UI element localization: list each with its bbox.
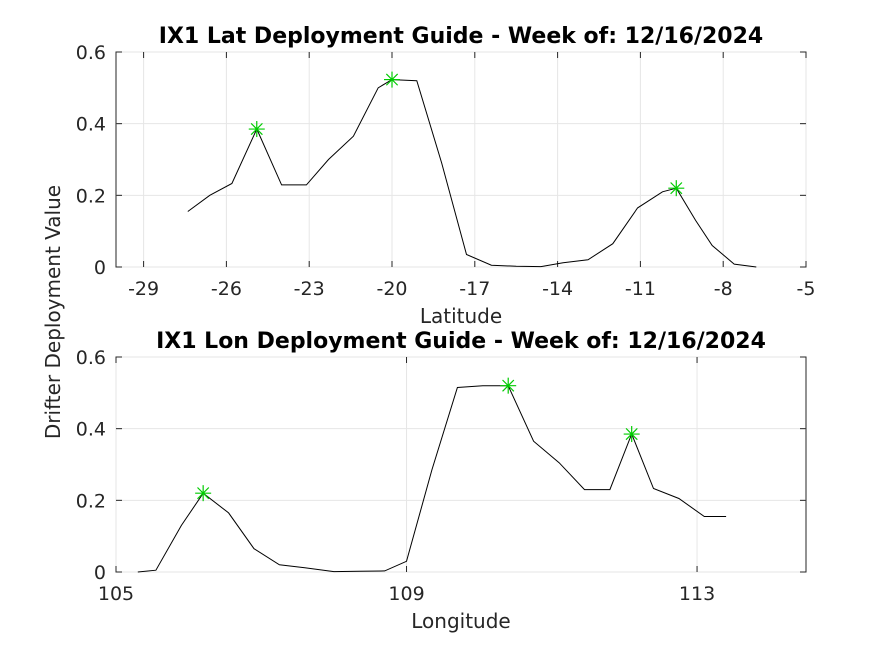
lat-x-tick-label: -14: [542, 278, 573, 300]
lon-chart-title: IX1 Lon Deployment Guide - Week of: 12/1…: [156, 329, 766, 354]
lat-subplot: -29 -26 -23 -20 -17 -14 -11 -8 -5 0 0.2 0.4 0.6 IX1 …: [76, 24, 816, 328]
lon-y-tick-label: 0: [94, 562, 106, 584]
lat-x-tick-label: -11: [625, 278, 656, 300]
lon-peak-marker: [500, 377, 517, 394]
lat-grid: [116, 51, 807, 268]
lat-y-tick-label: 0.2: [76, 185, 106, 207]
lon-peak-marker-stroke: [197, 487, 210, 500]
lon-peak-markers: [195, 377, 640, 502]
lat-x-tick-label: -5: [797, 278, 816, 300]
lat-x-axis-label: Latitude: [420, 304, 502, 328]
lat-x-tick-label: -8: [714, 278, 733, 300]
lat-peak-marker-stroke: [385, 73, 399, 86]
lon-plot-area: [115, 356, 807, 573]
lat-x-tick-label: -23: [294, 278, 325, 300]
lon-x-tick-label: 105: [98, 583, 134, 605]
lat-chart-title: IX1 Lat Deployment Guide - Week of: 12/1…: [159, 24, 763, 49]
lat-series-line: [187, 79, 757, 268]
lat-x-tick-label: -26: [211, 278, 242, 300]
lon-x-axis-label: Longitude: [411, 609, 510, 633]
lon-y-tick-label: 0.2: [76, 490, 106, 512]
lat-peak-marker-stroke: [250, 122, 263, 136]
lat-x-tick-label: -17: [459, 278, 490, 300]
lat-y-tick-label: 0.4: [76, 114, 106, 136]
lat-peak-markers: [248, 71, 685, 197]
lat-x-tick-label: -29: [128, 278, 159, 300]
lat-peak-marker: [668, 180, 685, 197]
lat-peak-marker: [248, 121, 265, 138]
y-axis-label: Drifter Deployment Value: [41, 185, 65, 439]
lon-x-tick-label: 109: [388, 583, 424, 605]
lon-ticks: 105 109 113 0 0.2 0.4 0.6: [76, 347, 806, 605]
lon-peak-marker-stroke: [502, 379, 515, 392]
lat-ticks: -29 -26 -23 -20 -17 -14 -11 -8 -5 0 0.2 0.4 0.6: [76, 42, 816, 300]
lon-peak-marker-stroke: [625, 427, 638, 441]
lat-peak-marker-stroke: [670, 182, 683, 195]
lon-x-tick-label: 113: [679, 583, 715, 605]
lon-peak-marker: [623, 426, 640, 443]
lon-grid: [115, 356, 806, 573]
lon-peak-marker: [195, 485, 212, 502]
lat-x-tick-label: -20: [376, 278, 407, 300]
lat-peak-marker: [384, 71, 400, 88]
lon-y-tick-label: 0.4: [76, 419, 106, 441]
lat-y-tick-label: 0.6: [76, 42, 106, 64]
lon-subplot: 105 109 113 0 0.2 0.4 0.6 IX1 Lon Deployment G…: [76, 329, 807, 633]
lat-plot-area: [115, 51, 807, 268]
lon-y-tick-label: 0.6: [76, 347, 106, 369]
lat-y-tick-label: 0: [94, 257, 106, 279]
